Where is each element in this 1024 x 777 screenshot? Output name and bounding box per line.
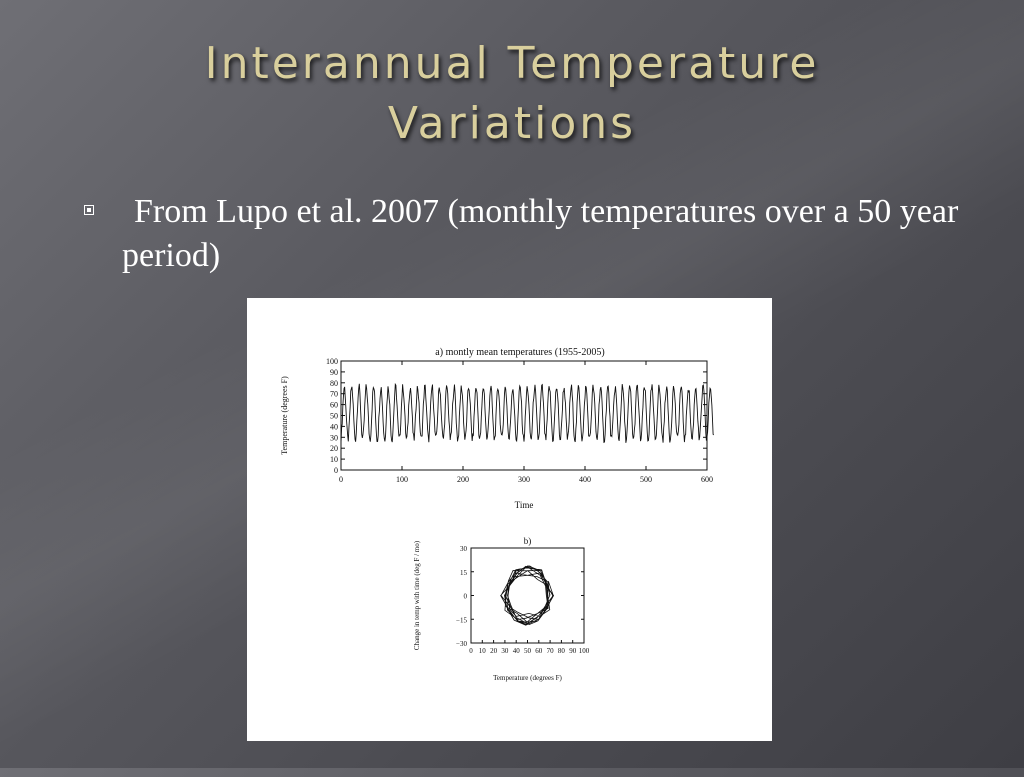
title-line-2: Variations [387, 98, 637, 149]
chart-b-xtick-label: 10 [479, 647, 487, 655]
chart-b-xlabel: Temperature (degrees F) [493, 674, 562, 682]
chart-b-ylabel: Change in temp with time (deg F / mo) [413, 540, 421, 650]
chart-b-ytick-label: 15 [460, 569, 468, 577]
chart-a-ytick-label: 0 [334, 466, 338, 475]
chart-b-ytick-label: 30 [460, 545, 468, 553]
chart-b-xtick-label: 90 [569, 647, 577, 655]
chart-a-ytick-label: 50 [330, 412, 338, 421]
chart-a-series-line [340, 382, 715, 444]
chart-a-ytick-label: 70 [330, 390, 338, 399]
chart-a-xtick-label: 200 [457, 475, 469, 484]
chart-b-ytick-label: 0 [464, 593, 468, 601]
chart-a-ylabel: Temperature (degrees F) [280, 376, 289, 455]
chart-b-xtick-label: 50 [524, 647, 532, 655]
chart-a-ytick-label: 10 [330, 455, 338, 464]
bullet-text: From Lupo et al. 2007 (monthly temperatu… [122, 193, 959, 274]
chart-b-phase-loops [500, 565, 555, 626]
chart-a-ytick-label: 100 [326, 357, 338, 366]
square-bullet-icon [84, 205, 94, 215]
chart-a-frame [340, 360, 708, 471]
chart-b-ytick-label: −15 [456, 616, 467, 624]
chart-a-xtick-label: 100 [396, 475, 408, 484]
chart-a-ytick-label: 90 [330, 368, 338, 377]
chart-a-xlabel: Time [515, 500, 534, 510]
chart-a-ytick-label: 20 [330, 444, 338, 453]
slide-title: Interannual Temperature Variations [0, 34, 1024, 154]
chart-a-xtick-label: 300 [518, 475, 530, 484]
chart-a-xtick-label: 0 [339, 475, 343, 484]
chart-a-xtick-label: 400 [579, 475, 591, 484]
chart-a-xtick-label: 500 [640, 475, 652, 484]
chart-b-xtick-label: 60 [535, 647, 543, 655]
chart-b-xtick-label: 100 [579, 647, 590, 655]
chart-a-ytick-label: 40 [330, 422, 338, 431]
chart-b-xtick-label: 80 [558, 647, 566, 655]
chart-b-xtick-label: 0 [469, 647, 473, 655]
chart-b-xtick-label: 70 [547, 647, 555, 655]
chart-a-ytick-label: 80 [330, 379, 338, 388]
chart-b-xtick-label: 40 [513, 647, 521, 655]
bullet-item: From Lupo et al. 2007 (monthly temperatu… [84, 190, 964, 278]
chart-a-ytick-label: 60 [330, 401, 338, 410]
chart-b-xtick-label: 20 [490, 647, 498, 655]
chart-b-xtick-label: 30 [501, 647, 509, 655]
chart-b-frame [470, 547, 585, 644]
figure-panel: a) montly mean temperatures (1955-2005) T… [247, 298, 772, 741]
chart-a-xtick-label: 600 [701, 475, 713, 484]
chart-a-ytick-label: 30 [330, 433, 338, 442]
title-line-1: Interannual Temperature [204, 38, 820, 89]
chart-a-title: a) montly mean temperatures (1955-2005) [435, 347, 604, 358]
figure-svg: a) montly mean temperatures (1955-2005) T… [280, 347, 715, 682]
chart-b-ytick-label: −30 [456, 640, 467, 648]
chart-b-title: b) [524, 536, 532, 546]
